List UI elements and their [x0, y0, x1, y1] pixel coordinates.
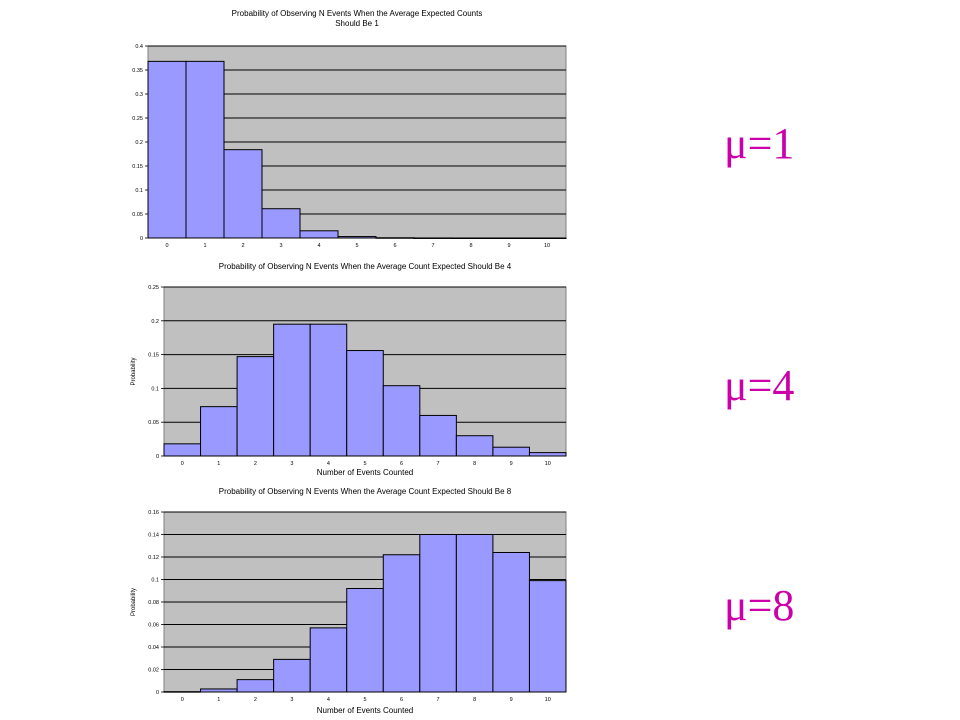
y-axis-label: Probability: [131, 357, 137, 385]
bar-1: [185, 60, 225, 239]
x-tick-label: 0: [165, 243, 168, 249]
y-axis-label: Probability: [131, 588, 137, 616]
y-tick-label: 0.4: [135, 44, 143, 50]
y-tick-label: 0: [156, 454, 159, 460]
x-tick-label: 2: [241, 243, 244, 249]
bar-9: [492, 552, 530, 693]
x-tick-label: 7: [437, 461, 440, 467]
x-tick-label: 8: [469, 243, 472, 249]
bar-3: [273, 658, 311, 693]
bar-7: [419, 534, 457, 693]
x-tick-label: 5: [355, 243, 358, 249]
x-axis-label: Number of Events Counted: [317, 468, 414, 477]
chart-title: Probability of Observing N Events When t…: [219, 487, 512, 496]
chart-title: Probability of Observing N Events When t…: [232, 9, 483, 18]
y-tick-label: 0.12: [148, 555, 159, 561]
y-tick-label: 0.3: [135, 92, 143, 98]
x-tick-label: 1: [203, 243, 206, 249]
y-tick-label: 0.14: [148, 533, 159, 539]
y-tick-label: 0.2: [135, 140, 143, 146]
y-tick-label: 0.15: [132, 164, 143, 170]
y-tick-label: 0.25: [132, 116, 143, 122]
x-tick-label: 10: [544, 243, 550, 249]
y-tick-label: 0.02: [148, 668, 159, 674]
y-tick-label: 0.04: [148, 645, 159, 651]
mu-label-1: μ=1: [724, 119, 795, 168]
chart-mu-8: 0 0.02 0.04 0.06 0.08 0.1 0.12 0.14 0.16 0 1 2 3 4 5 6 7…: [131, 487, 567, 715]
x-tick-label: 10: [545, 461, 551, 467]
y-tick-label: 0.1: [151, 578, 159, 584]
bar-10: [528, 580, 567, 693]
x-tick-label: 6: [400, 461, 403, 467]
mu-label-4: μ=4: [724, 361, 795, 410]
y-tick-label: 0.25: [148, 285, 159, 291]
x-tick-label: 2: [254, 461, 257, 467]
x-tick-label: 4: [327, 461, 330, 467]
bar-1: [200, 406, 238, 457]
x-tick-label: 0: [181, 697, 184, 703]
x-tick-label: 3: [290, 461, 293, 467]
x-tick-label: 0: [181, 461, 184, 467]
y-tick-label: 0.05: [132, 212, 143, 218]
x-tick-label: 5: [363, 697, 366, 703]
x-tick-label: 2: [254, 697, 257, 703]
x-tick-label: 9: [507, 243, 510, 249]
chart-title: Probability of Observing N Events When t…: [219, 262, 512, 271]
chart-title: Should Be 1: [335, 19, 379, 28]
chart-mu-1: 0 0.05 0.1 0.15 0.2 0.25 0.3 0.35 0.4 0 1 2 3 4 5 6 7 8 9 1…: [132, 9, 567, 249]
x-tick-label: 10: [545, 697, 551, 703]
x-tick-label: 3: [290, 697, 293, 703]
bar-0: [147, 60, 187, 239]
bar-6: [382, 385, 421, 457]
x-tick-label: 8: [473, 697, 476, 703]
x-tick-label: 9: [510, 697, 513, 703]
x-tick-label: 1: [217, 461, 220, 467]
bar-5: [346, 588, 384, 693]
mu-label-8: μ=8: [724, 581, 795, 630]
y-tick-label: 0.35: [132, 68, 143, 74]
bar-3: [261, 208, 301, 239]
x-tick-label: 7: [431, 243, 434, 249]
y-tick-label: 0.05: [148, 420, 159, 426]
y-tick-label: 0: [140, 236, 143, 242]
bar-2: [223, 149, 263, 239]
y-tick-label: 0.2: [151, 319, 159, 325]
x-tick-label: 4: [317, 243, 320, 249]
y-tick-label: 0.1: [151, 386, 159, 392]
bar-2: [236, 679, 275, 693]
bar-4: [309, 627, 348, 693]
y-tick-label: 0.1: [135, 188, 143, 194]
x-tick-label: 6: [400, 697, 403, 703]
x-tick-label: 5: [363, 461, 366, 467]
x-tick-label: 1: [217, 697, 220, 703]
x-tick-label: 7: [437, 697, 440, 703]
y-tick-label: 0.15: [148, 353, 159, 359]
x-tick-label: 8: [473, 461, 476, 467]
y-tick-label: 0.06: [148, 623, 159, 629]
y-tick-label: 0: [156, 690, 159, 696]
chart-mu-4: 0 0.05 0.1 0.15 0.2 0.25 0 1 2 3 4 5 6 7 8 9 10 Probabili…: [131, 262, 567, 477]
x-tick-label: 4: [327, 697, 330, 703]
y-tick-label: 0.16: [148, 510, 159, 516]
x-tick-label: 9: [510, 461, 513, 467]
bar-8: [455, 534, 494, 693]
x-axis-label: Number of Events Counted: [317, 706, 414, 715]
y-tick-label: 0.08: [148, 600, 159, 606]
bar-6: [382, 554, 421, 693]
x-tick-label: 3: [279, 243, 282, 249]
x-tick-label: 6: [393, 243, 396, 249]
